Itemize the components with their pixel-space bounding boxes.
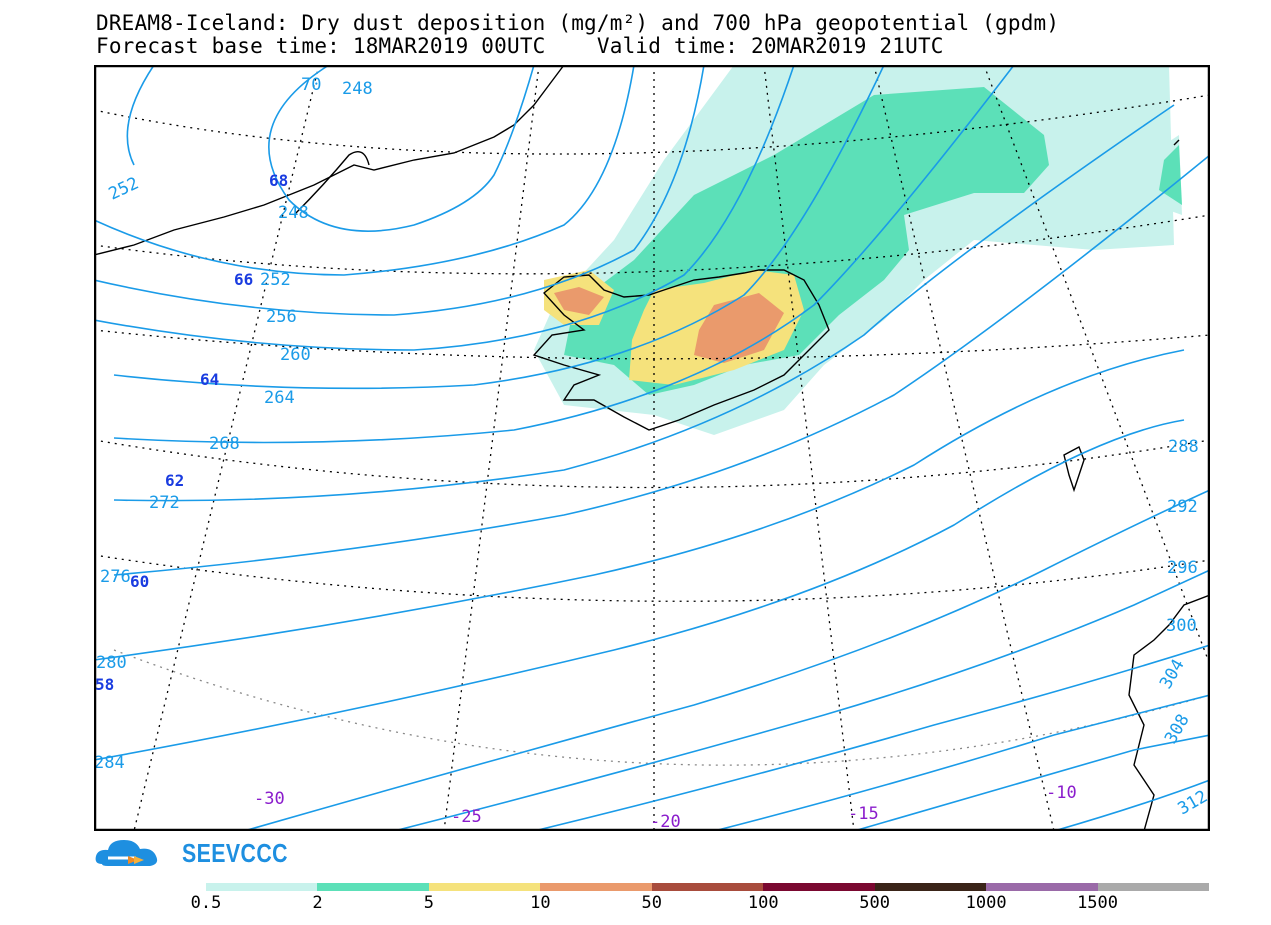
- map-panel: 70 248 252 248 252 256 260 264 268 272 2…: [94, 65, 1210, 831]
- colorbar-segment: [651, 883, 764, 891]
- contour-label-248a: 248: [342, 79, 373, 99]
- colorbar-label: 2: [312, 893, 323, 913]
- contour-label-304: 304: [1156, 656, 1189, 693]
- contour-label-280: 280: [96, 653, 127, 673]
- contour-label-284: 284: [94, 753, 125, 773]
- coastlines: [94, 65, 1210, 831]
- colorbar: [206, 883, 1209, 891]
- dust-deposition-shading: [534, 65, 1182, 435]
- contour-label-256: 256: [266, 307, 297, 327]
- faroe-islands: [1063, 446, 1085, 493]
- contour-label-272: 272: [149, 493, 180, 513]
- contour-label-292: 292: [1167, 497, 1198, 517]
- colorbar-label: 5: [423, 893, 434, 913]
- colorbar-segment: [763, 883, 875, 891]
- iceland-coast: [532, 269, 830, 431]
- greenland-coast: [94, 65, 565, 256]
- cloud-icon: [95, 840, 158, 866]
- colorbar-segment: [317, 883, 429, 891]
- map-border: [94, 65, 1210, 831]
- map-subtitle: Forecast base time: 18MAR2019 00UTC Vali…: [96, 34, 944, 58]
- colorbar-label: 50: [641, 893, 663, 913]
- lat-label-66: 66: [234, 270, 253, 289]
- contour-label-268: 268: [209, 434, 240, 454]
- norway-coast: [1128, 594, 1210, 831]
- lat-label-64: 64: [200, 370, 219, 389]
- colorbar-label: 100: [747, 893, 779, 913]
- colorbar-label: 0.5: [190, 893, 222, 913]
- lon-label-minus30: -30: [254, 789, 285, 809]
- contour-label-276: 276: [100, 567, 131, 587]
- contour-label-288: 288: [1168, 437, 1199, 457]
- lat-label-68: 68: [269, 171, 288, 190]
- lat-label-60: 60: [130, 572, 149, 591]
- greenland-coast-inner: [293, 151, 370, 216]
- lon-label-minus10: -10: [1046, 783, 1077, 803]
- colorbar-label: 500: [859, 893, 891, 913]
- colorbar-label: 1500: [1077, 893, 1119, 913]
- contour-label-70: 70: [301, 75, 321, 95]
- geopotential-contours: [94, 65, 1210, 831]
- lat-label-62: 62: [165, 471, 184, 490]
- contour-label-300: 300: [1166, 616, 1197, 636]
- colorbar-segment: [206, 883, 318, 891]
- contour-label-260: 260: [280, 345, 311, 365]
- seevccc-logo: [95, 840, 158, 866]
- colorbar-segment: [428, 883, 541, 891]
- graticule: [94, 65, 1210, 831]
- colorbar-segment: [986, 883, 1098, 891]
- longitude-labels: -30 -25 -20 -15 -10: [254, 783, 1077, 831]
- latitude-labels: 68 66 64 62 60 58: [95, 171, 288, 694]
- lon-label-minus15: -15: [848, 804, 879, 824]
- contour-label-252b: 252: [260, 270, 291, 290]
- lat-label-58: 58: [95, 675, 114, 694]
- contour-label-296: 296: [1167, 558, 1198, 578]
- colorbar-segment: [1097, 883, 1209, 891]
- contour-label-308: 308: [1161, 711, 1194, 748]
- colorbar-segment: [874, 883, 987, 891]
- contour-label-252a: 252: [106, 173, 142, 204]
- contour-label-264: 264: [264, 388, 295, 408]
- lon-label-minus25: -25: [451, 807, 482, 827]
- colorbar-label: 1000: [965, 893, 1007, 913]
- jan-mayen: [1173, 139, 1180, 146]
- colorbar-label: 10: [530, 893, 551, 913]
- dust-area-2-east: [1159, 145, 1182, 205]
- map-title: DREAM8-Iceland: Dry dust deposition (mg/…: [96, 11, 1060, 35]
- contour-label-248b: 248: [278, 203, 309, 223]
- dust-area-10-west: [554, 287, 604, 315]
- colorbar-segment: [540, 883, 652, 891]
- logo-text: SEEVCCC: [182, 838, 288, 868]
- lon-label-minus20: -20: [650, 812, 681, 831]
